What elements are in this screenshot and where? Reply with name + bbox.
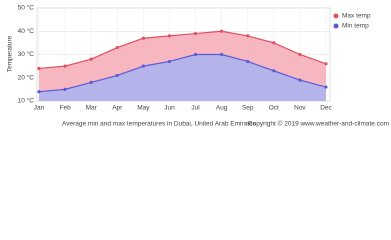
- point: [63, 87, 67, 91]
- y-tick-label: 10 °C: [18, 97, 35, 105]
- point: [89, 57, 93, 61]
- area: [39, 54, 326, 101]
- x-tick-label: Nov: [294, 105, 306, 112]
- point: [298, 52, 302, 57]
- point: [37, 66, 41, 71]
- x-tick-label: Mar: [86, 105, 98, 112]
- y-tick-label: 40 °C: [18, 27, 35, 35]
- legend-marker: [333, 13, 339, 19]
- point: [246, 59, 250, 64]
- point: [220, 29, 224, 33]
- point: [167, 34, 172, 38]
- point: [246, 34, 250, 38]
- x-tick-label: Jul: [191, 105, 200, 112]
- series-line: [38, 53, 327, 93]
- legend-label: Min temp: [342, 23, 369, 30]
- x-tick-label: Apr: [112, 105, 123, 112]
- x-tick-label: Oct: [269, 105, 279, 112]
- point: [89, 80, 93, 84]
- point: [324, 62, 328, 66]
- y-tick-label: 20 °C: [18, 73, 35, 81]
- x-tick-label: Aug: [216, 105, 228, 112]
- point: [298, 78, 302, 82]
- y-tick-label: 50 °C: [18, 4, 35, 12]
- y-tick-label: 30 °C: [18, 50, 35, 58]
- chart: Temperature Average min and max temperat…: [7, 4, 389, 128]
- x-tick-label: Feb: [59, 105, 71, 112]
- point: [193, 52, 198, 57]
- copyright: Copyright © 2019 www.weather-and-climate…: [248, 120, 389, 128]
- x-tick-label: Jun: [164, 105, 175, 112]
- point: [167, 59, 172, 64]
- point: [324, 85, 328, 89]
- point: [115, 73, 119, 78]
- x-tick-label: May: [137, 105, 150, 112]
- point: [37, 90, 41, 94]
- point: [141, 36, 145, 40]
- legend-label: Max temp: [342, 13, 371, 20]
- x-tick-label: Sep: [242, 105, 254, 112]
- legend-marker: [333, 23, 339, 29]
- caption: Average min and max temperatures in Duba…: [62, 121, 257, 128]
- point: [272, 41, 276, 45]
- point: [141, 64, 145, 68]
- x-tick-label: Jan: [34, 105, 45, 112]
- point: [193, 31, 198, 36]
- point: [115, 45, 119, 50]
- point: [272, 69, 276, 73]
- point: [63, 64, 67, 68]
- point: [220, 52, 224, 57]
- x-tick-label: Dec: [320, 105, 332, 112]
- series-line: [38, 30, 327, 70]
- y-axis-label: Temperature: [7, 35, 14, 72]
